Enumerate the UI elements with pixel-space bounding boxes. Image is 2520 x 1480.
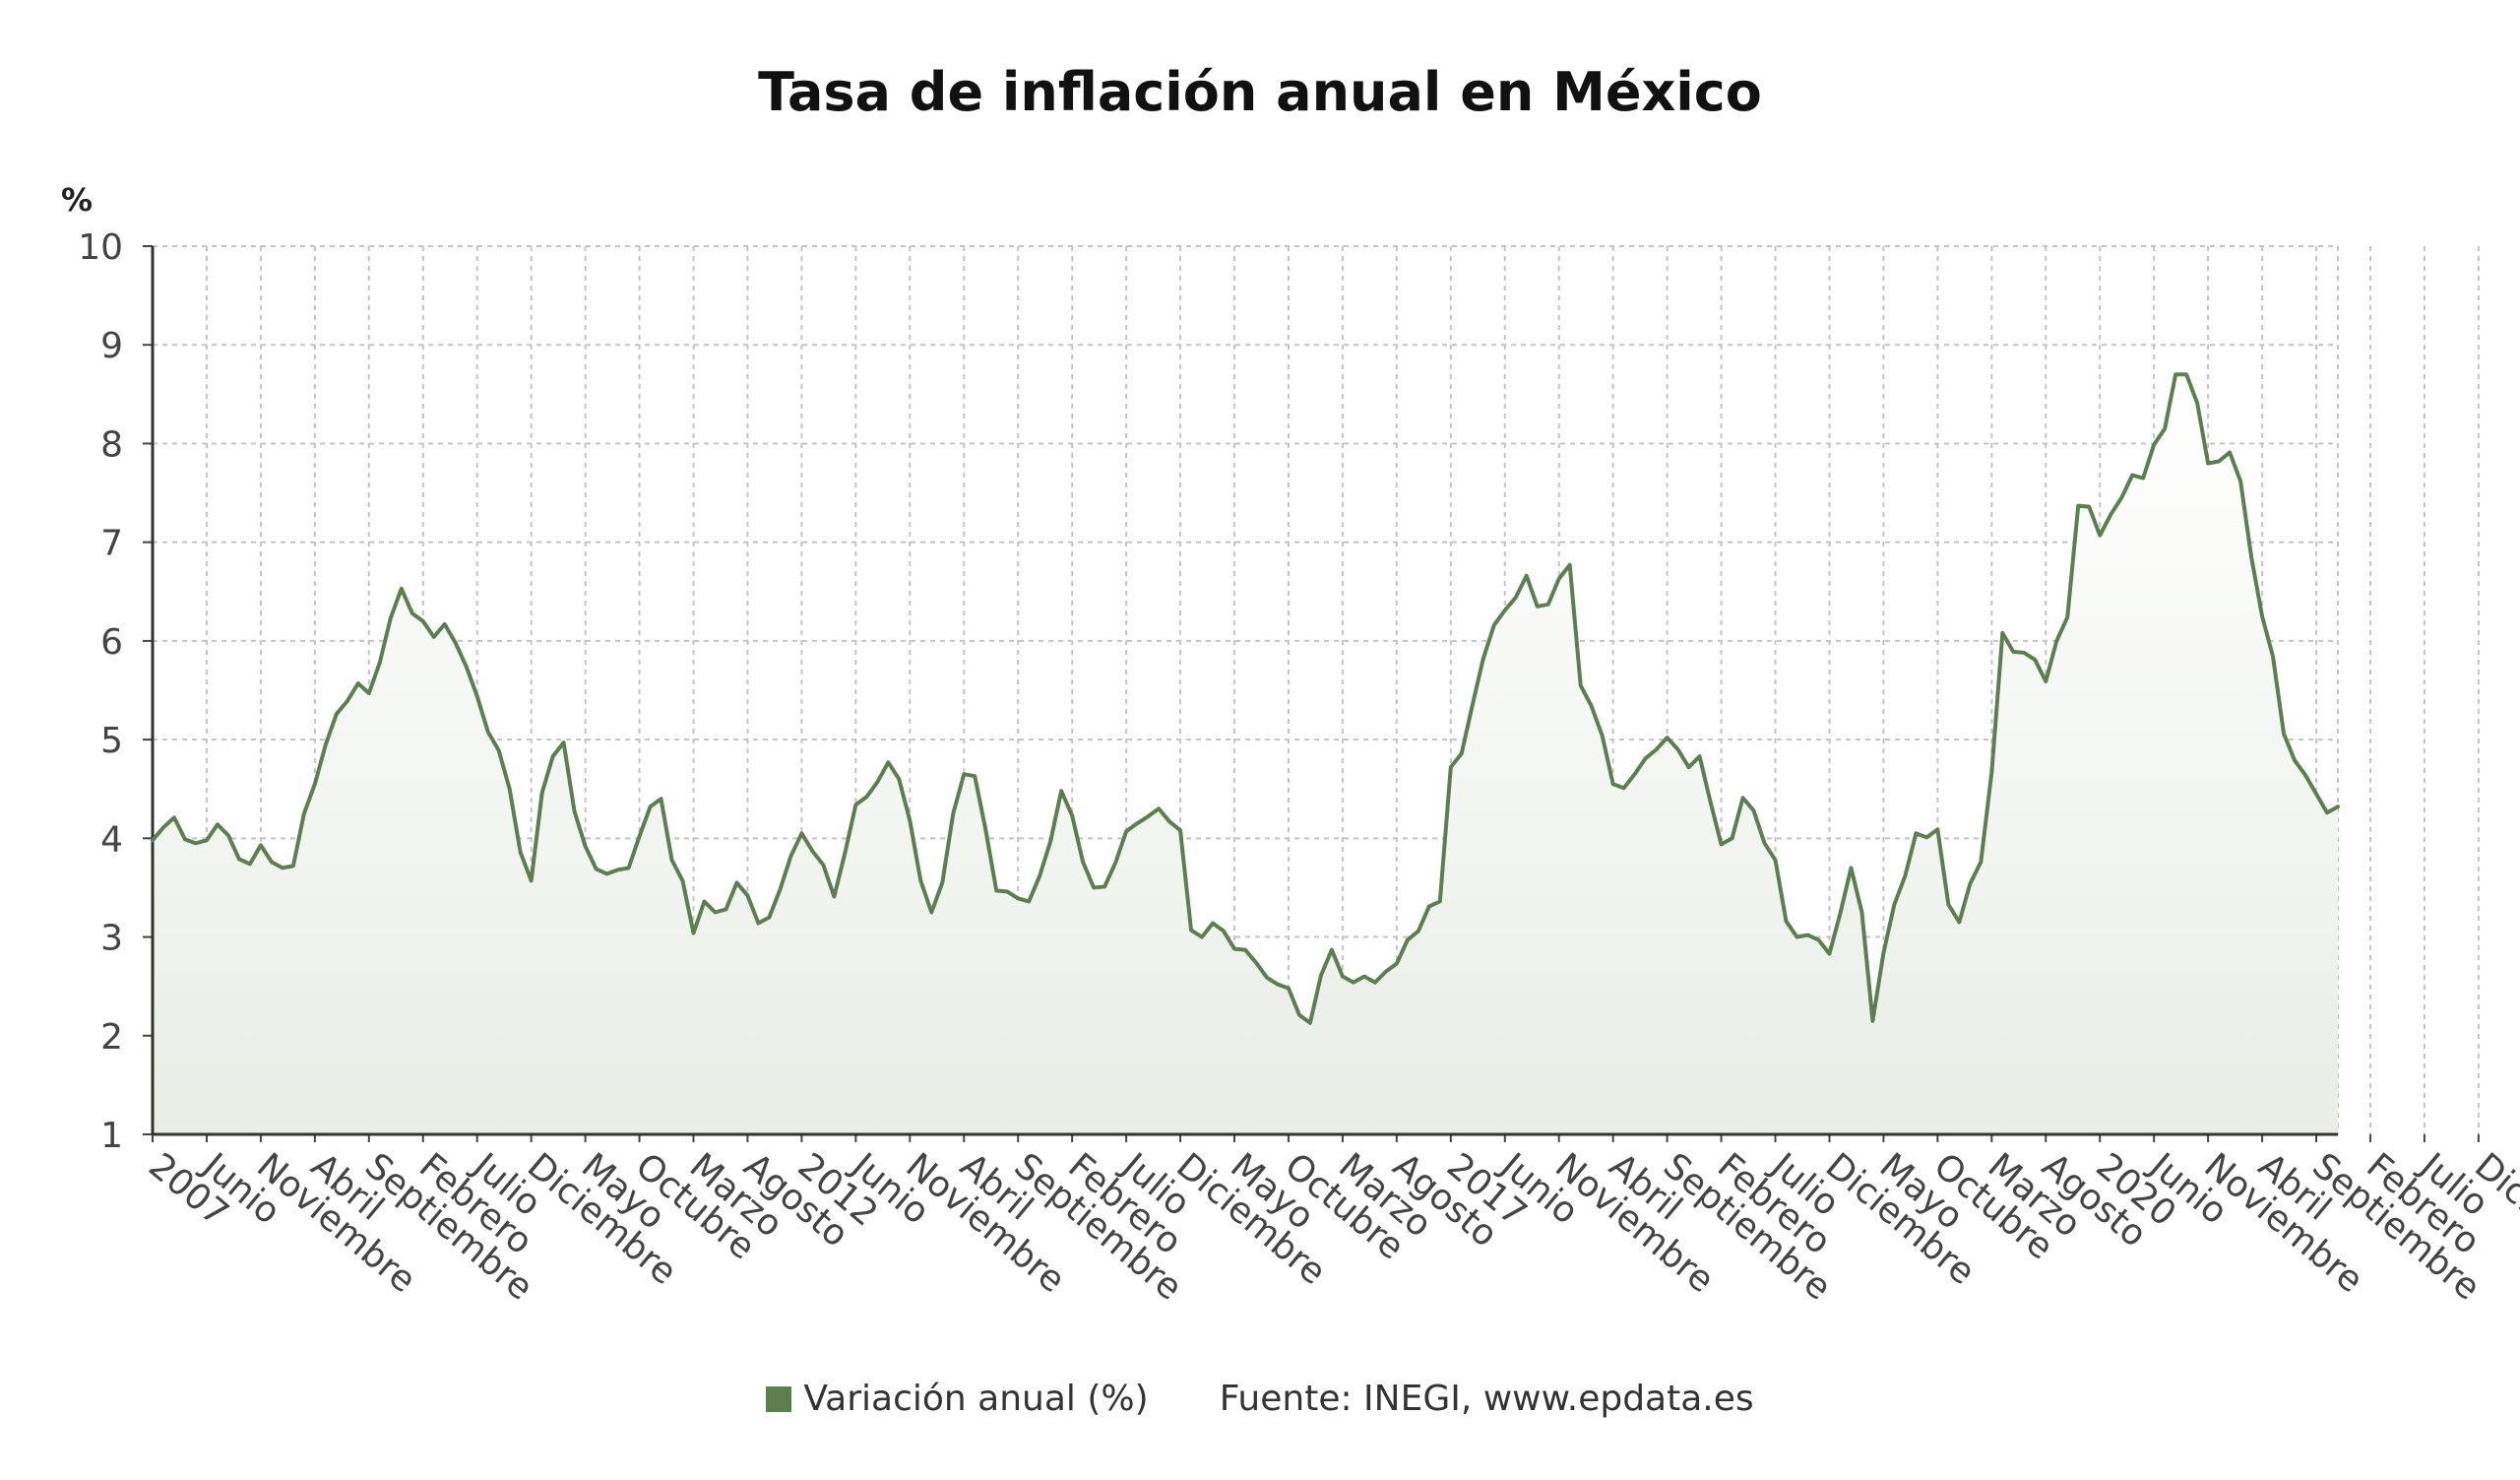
y-tick-label: 5: [100, 721, 123, 761]
y-axis-unit-label: %: [61, 181, 93, 219]
y-tick-label: 9: [100, 326, 123, 366]
x-tick-labels: 2007JunioNoviembreAbrilSeptiembreFebrero…: [141, 1144, 2520, 1309]
series-area: [153, 374, 2338, 1134]
legend-swatch: [766, 1386, 792, 1412]
chart-title: Tasa de inflación anual en México: [758, 61, 1762, 123]
line-layer: [151, 372, 2340, 1025]
y-tick-label: 6: [100, 622, 123, 663]
area-layer: [153, 374, 2338, 1134]
y-tick-label: 4: [100, 819, 123, 860]
y-tick-label: 8: [100, 424, 123, 465]
y-tick-label: 1: [100, 1116, 123, 1156]
y-tick-labels: 1 2 3 4 5 6 7 8 9 10: [78, 227, 123, 1156]
legend: Variación anual (%) Fuente: INEGI, www.ep…: [0, 1379, 2520, 1419]
legend-series-label: Variación anual (%): [803, 1379, 1149, 1419]
source-note: Fuente: INEGI, www.epdata.es: [1219, 1379, 1754, 1419]
axis-layer: [143, 245, 2480, 1142]
series-line-variacion-anual: [151, 372, 2340, 1025]
y-tick-label: 2: [100, 1017, 123, 1058]
y-tick-label: 3: [100, 919, 123, 959]
y-tick-label: 7: [100, 524, 123, 564]
y-tick-label: 10: [78, 227, 123, 268]
